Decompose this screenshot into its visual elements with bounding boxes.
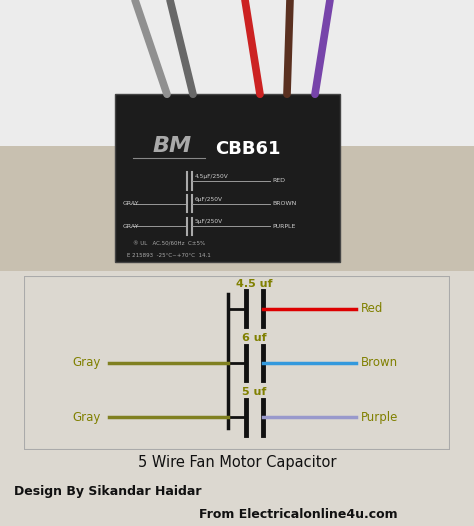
Text: Gray: Gray xyxy=(72,357,100,369)
Text: Design By Sikandar Haidar: Design By Sikandar Haidar xyxy=(14,485,202,499)
Text: RED: RED xyxy=(272,178,285,184)
Text: BM: BM xyxy=(153,136,192,156)
Text: BROWN: BROWN xyxy=(272,201,296,206)
Bar xyxy=(115,94,340,262)
Text: PURPLE: PURPLE xyxy=(272,224,295,229)
Text: 5 uf: 5 uf xyxy=(242,388,266,398)
Text: Gray: Gray xyxy=(72,411,100,423)
Text: Red: Red xyxy=(361,302,383,315)
Text: Purple: Purple xyxy=(361,411,398,423)
Bar xyxy=(0,146,474,271)
Text: GRAY: GRAY xyxy=(123,201,139,206)
Bar xyxy=(0,0,474,151)
Text: ® UL   AC.50/60Hz  C±5%: ® UL AC.50/60Hz C±5% xyxy=(133,242,205,247)
Text: 6μF/250V: 6μF/250V xyxy=(195,197,223,201)
Text: From Electricalonline4u.com: From Electricalonline4u.com xyxy=(199,508,398,521)
Text: CBB61: CBB61 xyxy=(215,140,281,158)
Text: 5 Wire Fan Motor Capacitor: 5 Wire Fan Motor Capacitor xyxy=(138,455,336,470)
Text: 5μF/250V: 5μF/250V xyxy=(195,219,223,224)
Text: E 215893  -25°C~+70°C  14.1: E 215893 -25°C~+70°C 14.1 xyxy=(127,253,211,258)
Text: 4.5 uf: 4.5 uf xyxy=(236,279,273,289)
Text: 6 uf: 6 uf xyxy=(242,333,266,343)
Text: GRAY: GRAY xyxy=(123,224,139,229)
Text: Brown: Brown xyxy=(361,357,398,369)
Text: 4.5μF/250V: 4.5μF/250V xyxy=(195,174,229,179)
